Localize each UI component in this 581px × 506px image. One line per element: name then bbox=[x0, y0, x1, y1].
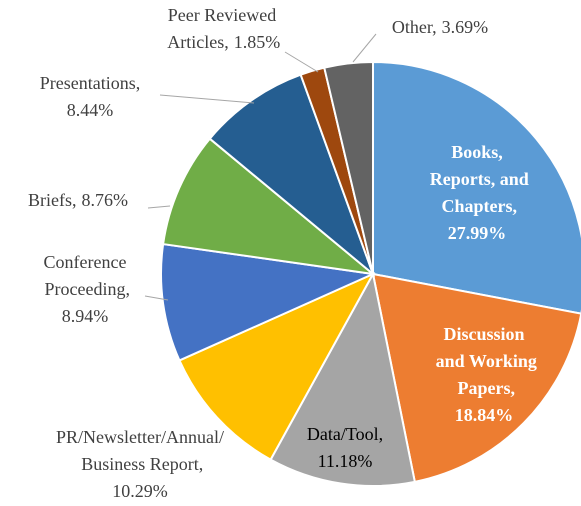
leader-line bbox=[144, 295, 169, 301]
pie-slice bbox=[371, 272, 581, 484]
leader-line bbox=[147, 205, 171, 209]
label-line: Presentations, bbox=[40, 73, 141, 93]
data-label-category: Books, Reports, and Chapters, bbox=[425, 142, 529, 216]
label-line: Papers, bbox=[453, 378, 515, 398]
data-label-value: 11.18% bbox=[318, 451, 373, 471]
leader-line bbox=[159, 94, 255, 104]
data-label-value: 3.69% bbox=[442, 17, 489, 37]
label-line: Peer Reviewed bbox=[168, 5, 276, 25]
pie-slice bbox=[323, 60, 374, 275]
label-line: Briefs, bbox=[28, 190, 77, 210]
data-label-category: Briefs, bbox=[28, 190, 77, 210]
data-label-category: Conference Proceeding, bbox=[40, 252, 130, 299]
data-label-value: 8.94% bbox=[62, 306, 109, 326]
label-line: Chapters, bbox=[437, 196, 517, 216]
data-label-category: Other, bbox=[392, 17, 437, 37]
data-label-value: 8.44% bbox=[67, 100, 114, 120]
data-label-category: PR/Newsletter/Annual/ Business Report, bbox=[56, 427, 224, 474]
pie-slice bbox=[178, 271, 376, 461]
data-label-category: Data/Tool, bbox=[307, 424, 383, 444]
label-line: and Working bbox=[431, 351, 537, 371]
pie-slice bbox=[161, 137, 377, 276]
pie-slice bbox=[269, 271, 417, 487]
data-label-value: 1.85% bbox=[234, 32, 281, 52]
data-label-category: Discussion and Working Papers, bbox=[431, 324, 537, 398]
label-line: Conference bbox=[44, 252, 127, 272]
label-line: Articles, bbox=[164, 32, 229, 52]
pie-slice bbox=[160, 242, 377, 362]
data-label-value: 10.29% bbox=[112, 481, 168, 501]
data-label-category: Presentations, bbox=[40, 73, 141, 93]
leader-line bbox=[284, 51, 319, 73]
leader-line bbox=[352, 33, 377, 63]
data-label-value: 8.76% bbox=[82, 190, 129, 210]
pie-slice bbox=[372, 60, 581, 315]
label-line: Data/Tool, bbox=[307, 424, 383, 444]
label-line: PR/Newsletter/Annual/ bbox=[56, 427, 224, 447]
data-label-category: Peer Reviewed Articles, bbox=[164, 5, 276, 52]
data-label-value: 27.99% bbox=[448, 223, 507, 243]
label-line: Books, bbox=[451, 142, 503, 162]
label-line: Proceeding, bbox=[40, 279, 130, 299]
label-line: Business Report, bbox=[77, 454, 204, 474]
pie-slice bbox=[208, 73, 376, 278]
label-line: Other, bbox=[392, 17, 437, 37]
data-label-value: 18.84% bbox=[455, 405, 514, 425]
label-line: Discussion bbox=[443, 324, 524, 344]
label-line: Reports, and bbox=[425, 169, 529, 189]
